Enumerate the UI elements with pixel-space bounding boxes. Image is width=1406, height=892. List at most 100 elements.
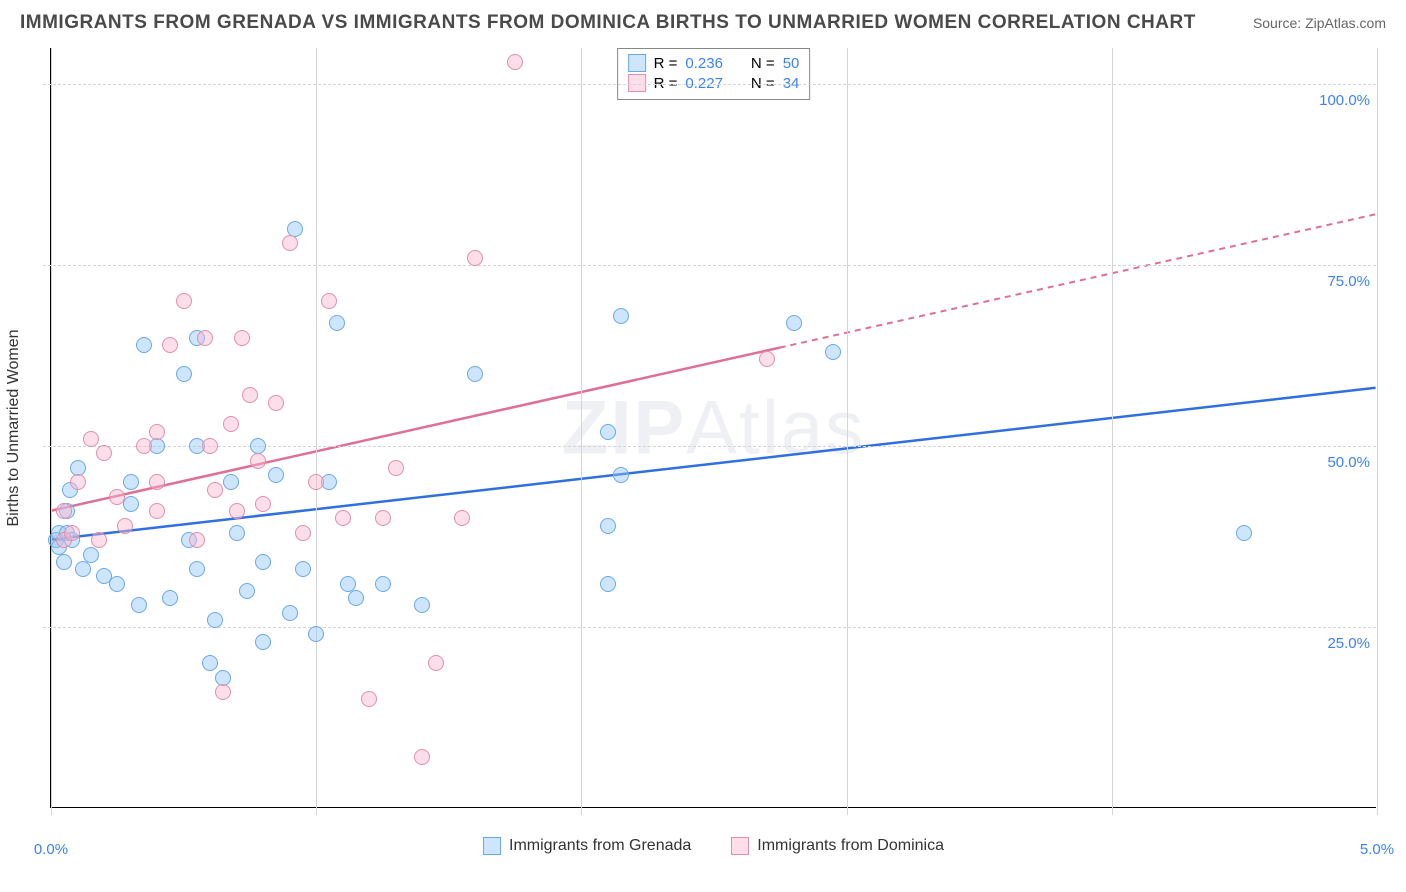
- scatter-point: [613, 467, 629, 483]
- gridline-h: [43, 265, 1376, 266]
- legend-swatch: [628, 54, 646, 72]
- r-value: 0.227: [685, 75, 723, 92]
- scatter-point: [428, 655, 444, 671]
- scatter-point: [308, 474, 324, 490]
- legend-swatch: [731, 837, 749, 855]
- scatter-point: [282, 605, 298, 621]
- scatter-point: [255, 554, 271, 570]
- scatter-point: [600, 576, 616, 592]
- scatter-point: [321, 293, 337, 309]
- scatter-point: [268, 395, 284, 411]
- scatter-point: [149, 424, 165, 440]
- trend-lines: [51, 48, 1376, 807]
- gridline-v: [1377, 48, 1378, 815]
- scatter-point: [255, 496, 271, 512]
- scatter-point: [229, 503, 245, 519]
- scatter-point: [467, 366, 483, 382]
- scatter-point: [202, 655, 218, 671]
- scatter-point: [250, 453, 266, 469]
- scatter-point: [136, 337, 152, 353]
- scatter-point: [149, 474, 165, 490]
- correlation-legend: R = 0.236 N = 50R = 0.227 N = 34: [617, 48, 811, 100]
- watermark-thin: Atlas: [686, 385, 865, 470]
- scatter-point: [96, 445, 112, 461]
- scatter-point: [223, 416, 239, 432]
- gridline-v: [581, 48, 582, 815]
- scatter-point: [786, 315, 802, 331]
- n-value: 34: [783, 75, 800, 92]
- scatter-point: [467, 250, 483, 266]
- scatter-point: [454, 510, 470, 526]
- series-legend-item: Immigrants from Dominica: [731, 837, 944, 855]
- x-tick-label: 5.0%: [1360, 841, 1394, 858]
- scatter-point: [223, 474, 239, 490]
- scatter-point: [56, 554, 72, 570]
- n-value: 50: [783, 55, 800, 72]
- scatter-point: [189, 532, 205, 548]
- scatter-point: [308, 626, 324, 642]
- gridline-h: [43, 84, 1376, 85]
- scatter-point: [335, 510, 351, 526]
- scatter-point: [340, 576, 356, 592]
- scatter-point: [239, 583, 255, 599]
- gridline-h: [43, 446, 1376, 447]
- legend-swatch: [628, 74, 646, 92]
- scatter-point: [255, 634, 271, 650]
- scatter-point: [507, 54, 523, 70]
- scatter-point: [825, 344, 841, 360]
- y-tick-label: 50.0%: [1327, 454, 1370, 471]
- scatter-point: [75, 561, 91, 577]
- scatter-point: [197, 330, 213, 346]
- scatter-point: [136, 438, 152, 454]
- gridline-v: [316, 48, 317, 815]
- scatter-point: [242, 387, 258, 403]
- scatter-point: [600, 518, 616, 534]
- scatter-point: [348, 590, 364, 606]
- scatter-point: [414, 749, 430, 765]
- gridline-v: [847, 48, 848, 815]
- scatter-point: [176, 293, 192, 309]
- r-value: 0.236: [685, 55, 723, 72]
- legend-row: R = 0.236 N = 50: [628, 53, 800, 73]
- scatter-point: [207, 482, 223, 498]
- y-tick-label: 75.0%: [1327, 273, 1370, 290]
- scatter-point: [176, 366, 192, 382]
- y-axis-title: Births to Unmarried Women: [5, 329, 23, 526]
- scatter-point: [189, 561, 205, 577]
- series-legend-item: Immigrants from Grenada: [483, 837, 691, 855]
- scatter-point: [83, 431, 99, 447]
- scatter-point: [56, 503, 72, 519]
- x-tick-label: 0.0%: [34, 841, 68, 858]
- scatter-point: [295, 561, 311, 577]
- n-label: N =: [751, 55, 775, 72]
- chart-title: IMMIGRANTS FROM GRENADA VS IMMIGRANTS FR…: [20, 12, 1196, 34]
- gridline-v: [51, 48, 52, 815]
- source-label: Source: ZipAtlas.com: [1253, 15, 1386, 31]
- scatter-point: [202, 438, 218, 454]
- scatter-point: [375, 576, 391, 592]
- scatter-point: [91, 532, 107, 548]
- legend-swatch: [483, 837, 501, 855]
- scatter-point: [149, 503, 165, 519]
- scatter-point: [329, 315, 345, 331]
- scatter-point: [600, 424, 616, 440]
- scatter-point: [268, 467, 284, 483]
- scatter-point: [759, 351, 775, 367]
- r-label: R =: [654, 55, 678, 72]
- series-label: Immigrants from Dominica: [757, 837, 944, 855]
- scatter-point: [375, 510, 391, 526]
- scatter-point: [295, 525, 311, 541]
- scatter-point: [117, 518, 133, 534]
- scatter-point: [613, 308, 629, 324]
- scatter-point: [109, 576, 125, 592]
- scatter-point: [1236, 525, 1252, 541]
- chart-container: Births to Unmarried Women ZIPAtlas R = 0…: [20, 48, 1386, 808]
- series-legend: Immigrants from Grenada Immigrants from D…: [51, 807, 1376, 855]
- scatter-point: [282, 235, 298, 251]
- scatter-point: [234, 330, 250, 346]
- n-label: N =: [751, 75, 775, 92]
- scatter-point: [162, 590, 178, 606]
- gridline-v: [1112, 48, 1113, 815]
- y-tick-label: 100.0%: [1319, 92, 1370, 109]
- scatter-point: [70, 474, 86, 490]
